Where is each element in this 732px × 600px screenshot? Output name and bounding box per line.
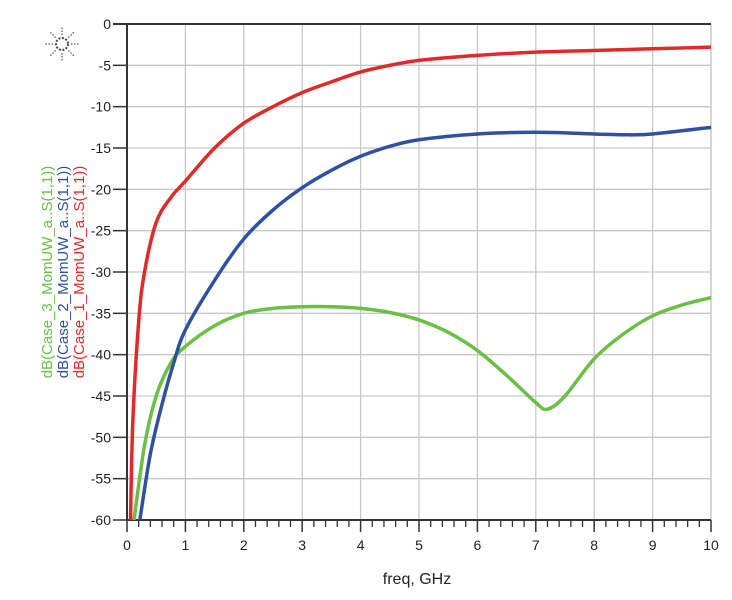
legend-entry-2: dB(Case_2_MomUW_a..S(1,1)) (55, 166, 72, 379)
logo-ray (67, 31, 75, 39)
legend-entry-1: dB(Case_3_MomUW_a..S(1,1)) (39, 166, 56, 379)
series-line-2 (138, 125, 712, 521)
y-tick-label: -60 (91, 512, 111, 528)
y-tick-label: -30 (91, 264, 111, 280)
y-tick-label: -15 (91, 140, 111, 156)
y-tick-label: -20 (91, 181, 111, 197)
logo-icon (45, 27, 79, 61)
grid (127, 23, 712, 520)
x-tick-label: 9 (649, 537, 657, 553)
x-tick-label: 5 (415, 537, 423, 553)
legend-entry-3: dB(Case_1_MomUW_a..S(1,1)) (71, 166, 88, 379)
x-tick-label: 1 (182, 537, 190, 553)
y-tick-label: -35 (91, 305, 111, 321)
legend: dB(Case_3_MomUW_a..S(1,1)) dB(Case_2_MomU… (39, 166, 88, 379)
x-tick-label: 4 (357, 537, 365, 553)
y-tick-label: 0 (103, 16, 111, 32)
y-tick-label: -55 (91, 471, 111, 487)
axes: 0 1 2 3 4 5 6 7 8 9 10 0 -5 -10 -15 -20 -25 -30 -35 -40 -45 -… (91, 16, 719, 553)
x-tick-label: 10 (703, 537, 719, 553)
logo-ray (49, 31, 57, 39)
x-tick-label: 0 (123, 537, 131, 553)
y-tick-label: -10 (91, 99, 111, 115)
series-line-1 (132, 295, 712, 521)
x-axis-label: freq, GHz (383, 571, 451, 588)
logo-ray (49, 49, 57, 57)
y-tick-label: -25 (91, 223, 111, 239)
y-tick-label: -45 (91, 388, 111, 404)
x-tick-label: 3 (298, 537, 306, 553)
x-tick-label: 2 (240, 537, 248, 553)
logo-ray (67, 49, 75, 57)
series-line-3 (128, 45, 712, 521)
x-tick-label: 6 (474, 537, 482, 553)
series-group (128, 45, 712, 521)
y-tick-label: -5 (99, 57, 112, 73)
y-tick-label: -40 (91, 347, 111, 363)
x-tick-label: 7 (532, 537, 540, 553)
x-tick-label: 8 (590, 537, 598, 553)
y-tick-label: -50 (91, 429, 111, 445)
